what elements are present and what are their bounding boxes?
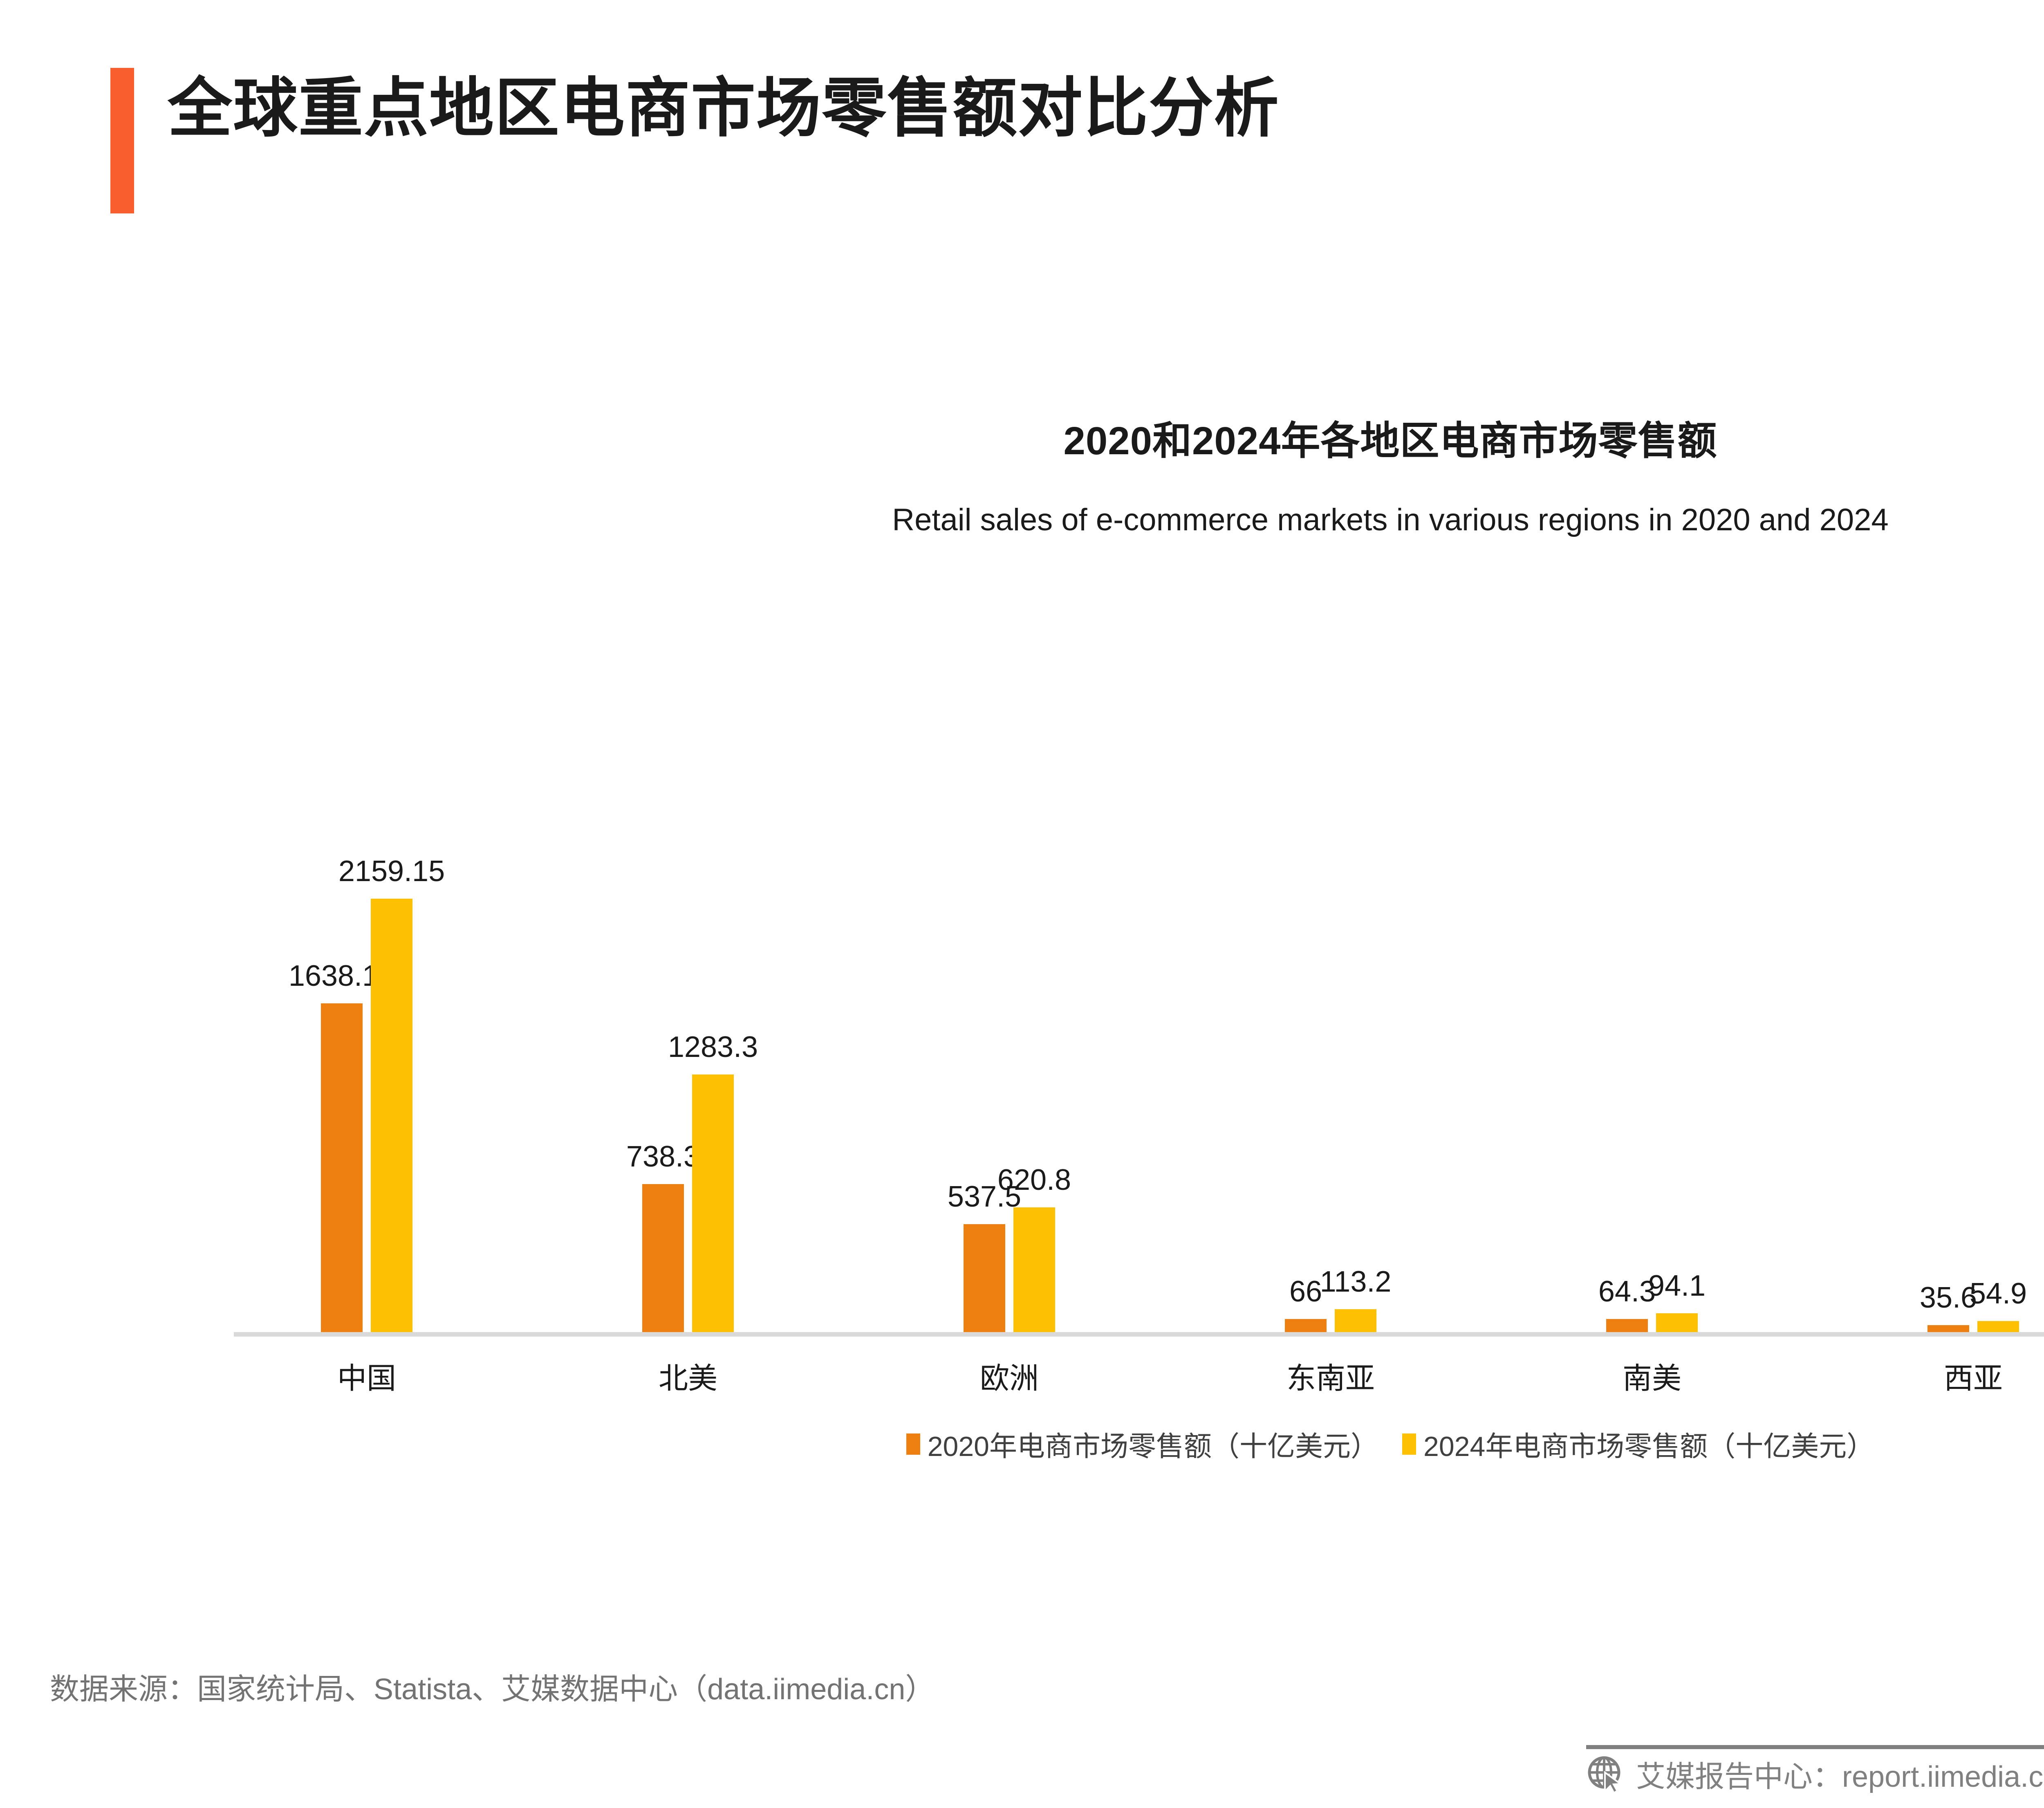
x-axis-label-西亚: 西亚 xyxy=(1943,1362,2003,1395)
bar-value-label: 94.1 xyxy=(1648,1269,1706,1302)
bar-2024-中国 xyxy=(371,899,412,1332)
bar-value-label: 64.3 xyxy=(1598,1275,1656,1308)
x-axis-label-北美: 北美 xyxy=(658,1362,717,1395)
bar-value-label: 738.3 xyxy=(626,1140,700,1173)
x-axis-line xyxy=(234,1332,2044,1337)
page-title: 全球重点地区电商市场零售额对比分析 xyxy=(168,72,1280,144)
bar-2020-北美 xyxy=(642,1184,684,1332)
bar-2020-东南亚 xyxy=(1285,1319,1327,1332)
chart-legend: 2020年电商市场零售额（十亿美元） 2024年电商市场零售额（十亿美元） xyxy=(0,1424,2044,1464)
legend-label: 2024年电商市场零售额（十亿美元） xyxy=(1423,1431,1875,1462)
bar-2024-南美 xyxy=(1656,1313,1698,1332)
legend-swatch-icon xyxy=(906,1433,920,1455)
bar-2020-欧洲 xyxy=(964,1224,1005,1332)
data-source-note: 数据来源：国家统计局、Statista、艾媒数据中心（data.iimedia.… xyxy=(50,1673,935,1706)
bar-2024-欧洲 xyxy=(1013,1207,1055,1332)
bar-value-label: 2159.15 xyxy=(338,855,445,888)
bar-value-label: 1638.17 xyxy=(288,959,395,992)
legend-label: 2020年电商市场零售额（十亿美元） xyxy=(927,1431,1378,1462)
bar-value-label: 54.9 xyxy=(1969,1277,2027,1310)
chart-title: 2020和2024年各地区电商市场零售额 xyxy=(1063,419,1717,463)
footer-divider xyxy=(1586,1745,2044,1749)
bar-value-label: 1283.3 xyxy=(668,1030,758,1063)
bar-value-label: 35.6 xyxy=(1919,1281,1977,1314)
report-center-text: 艾媒报告中心：report.iimedia.cn xyxy=(1636,1761,2044,1793)
bar-value-label: 537.5 xyxy=(947,1180,1022,1214)
chart-subtitle: Retail sales of e-commerce markets in va… xyxy=(892,502,1889,537)
bar-2024-北美 xyxy=(692,1074,734,1332)
x-axis-label-中国: 中国 xyxy=(337,1362,396,1395)
legend-swatch-icon xyxy=(1402,1433,1416,1455)
x-axis-label-欧洲: 欧洲 xyxy=(979,1362,1039,1395)
bar-value-label: 66 xyxy=(1289,1275,1322,1308)
bar-2024-东南亚 xyxy=(1335,1309,1376,1332)
bar-value-label: 620.8 xyxy=(997,1164,1071,1197)
bar-2020-南美 xyxy=(1606,1319,1648,1332)
title-accent-bar xyxy=(110,68,134,213)
bar-value-label: 113.2 xyxy=(1320,1265,1392,1299)
x-axis-label-南美: 南美 xyxy=(1622,1362,1681,1395)
bar-2020-西亚 xyxy=(1927,1325,1969,1332)
bar-2024-西亚 xyxy=(1977,1321,2019,1332)
legend-item-2020[interactable]: 2020年电商市场零售额（十亿美元） xyxy=(906,1424,1378,1464)
legend-item-2024[interactable]: 2024年电商市场零售额（十亿美元） xyxy=(1402,1424,1874,1464)
page-header: 全球重点地区电商市场零售额对比分析 艾 艾媒咨询 iiMedia Researc… xyxy=(0,0,2044,229)
bar-2020-中国 xyxy=(321,1003,363,1332)
footer-bar: 艾媒报告中心：report.iimedia.cn ©2025 iiMedia R… xyxy=(1586,1752,2044,1795)
globe-cursor-icon xyxy=(1588,1756,1623,1794)
x-axis-label-东南亚: 东南亚 xyxy=(1286,1362,1375,1395)
